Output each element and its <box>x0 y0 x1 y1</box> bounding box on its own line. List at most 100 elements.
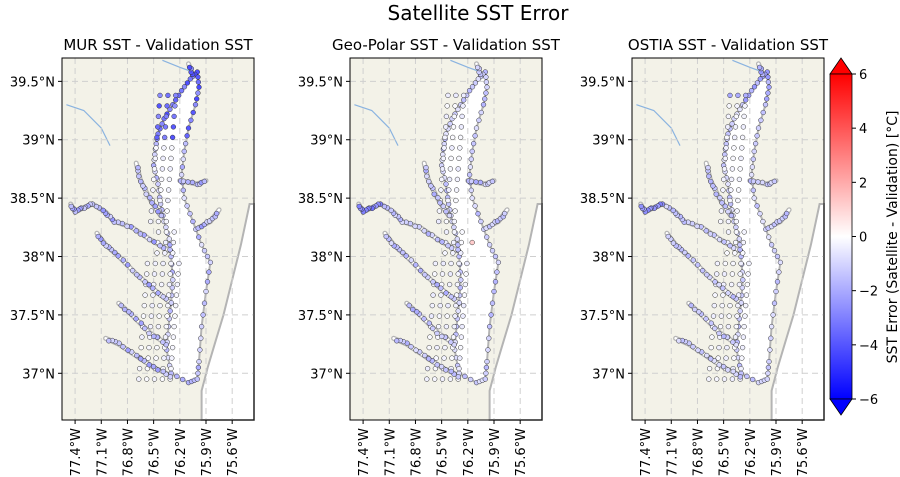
station-marker <box>482 376 488 382</box>
station-marker <box>144 271 150 277</box>
station-marker <box>725 124 731 130</box>
station-marker <box>169 145 175 151</box>
station-marker <box>485 347 491 353</box>
panel-frame <box>61 57 255 421</box>
station-marker <box>760 218 766 225</box>
station-marker <box>771 300 778 306</box>
station-marker <box>470 140 477 147</box>
station-marker <box>727 243 733 249</box>
station-marker <box>430 292 436 298</box>
station-marker <box>699 267 706 274</box>
station-marker <box>422 352 428 359</box>
station-marker <box>120 257 126 263</box>
station-marker <box>195 79 202 85</box>
station-marker <box>207 259 214 266</box>
station-marker <box>154 134 160 141</box>
station-marker <box>750 376 756 383</box>
station-marker <box>725 367 731 373</box>
station-marker <box>161 145 167 151</box>
station-marker <box>176 260 182 267</box>
station-marker <box>459 229 465 235</box>
station-marker <box>484 234 490 240</box>
station-marker <box>165 92 171 99</box>
map-panel-ostia: OSTIA SST - Validation SST 39.5°N 39°N 38.5… <box>580 36 829 476</box>
station-marker <box>748 88 755 94</box>
station-marker <box>731 145 737 151</box>
station-marker <box>181 148 187 155</box>
station-marker <box>732 250 738 256</box>
station-marker <box>755 179 761 185</box>
station-marker <box>720 187 726 193</box>
station-marker <box>718 313 725 319</box>
station-marker <box>446 281 453 288</box>
station-marker <box>432 376 438 382</box>
station-marker <box>178 172 185 178</box>
station-marker <box>144 260 151 267</box>
station-marker <box>135 164 141 171</box>
station-marker <box>446 212 453 219</box>
station-marker <box>206 269 212 275</box>
station-marker <box>170 239 177 246</box>
station-marker <box>170 334 177 340</box>
station-marker <box>159 271 166 277</box>
station-marker <box>716 282 722 288</box>
inland-river <box>732 59 764 73</box>
station-marker <box>456 260 462 267</box>
lat-tick-label: 39.5°N <box>298 75 343 90</box>
station-marker <box>166 281 173 288</box>
station-marker <box>430 325 436 332</box>
station-marker <box>68 203 74 210</box>
station-marker <box>178 88 185 94</box>
station-marker <box>155 208 161 215</box>
station-marker-positive <box>469 239 475 246</box>
station-markers <box>638 64 790 386</box>
station-marker <box>765 364 772 371</box>
station-marker <box>760 109 766 116</box>
station-marker <box>446 176 453 183</box>
station-marker <box>180 376 186 383</box>
station-marker <box>458 334 465 340</box>
station-marker <box>156 313 162 319</box>
station-marker <box>93 203 100 210</box>
station-marker <box>192 102 199 108</box>
station-marker <box>439 239 445 245</box>
station-marker <box>670 207 676 214</box>
station-marker <box>155 113 162 120</box>
station-marker <box>95 233 101 240</box>
station-marker <box>166 176 173 183</box>
station-marker <box>489 248 496 254</box>
station-marker <box>467 164 474 170</box>
station-marker <box>185 125 192 131</box>
station-marker <box>459 323 465 330</box>
station-marker <box>732 134 738 141</box>
station-marker <box>449 355 455 361</box>
station-marker <box>724 344 730 351</box>
station-marker <box>134 352 140 359</box>
lon-tick-label: 77.1°W <box>383 428 398 476</box>
map-panel-mur: MUR SST - Validation SST 39.5°N 39°N 38.5°N… <box>10 36 255 476</box>
station-marker <box>173 97 179 103</box>
station-marker <box>163 113 169 120</box>
station-marker <box>478 218 484 225</box>
station-marker <box>437 200 443 206</box>
station-marker <box>663 203 670 210</box>
station-marker <box>159 376 166 382</box>
station-marker <box>738 260 744 267</box>
station-marker <box>180 156 186 162</box>
station-marker <box>458 124 465 130</box>
station-marker <box>455 374 461 380</box>
station-marker <box>164 103 170 109</box>
station-marker <box>712 279 718 285</box>
station-marker <box>461 92 467 99</box>
station-marker <box>445 243 451 249</box>
station-marker <box>736 281 743 288</box>
lon-tick-label: 75.9°W <box>200 428 215 476</box>
station-marker <box>167 374 173 380</box>
station-marker <box>155 181 161 187</box>
station-marker <box>158 212 165 219</box>
colorbar-tick-label: 6 <box>859 68 867 83</box>
lon-tick-label: 76.8°W <box>410 428 425 476</box>
station-marker <box>716 330 722 337</box>
station-marker <box>432 260 439 267</box>
station-marker <box>441 145 447 151</box>
